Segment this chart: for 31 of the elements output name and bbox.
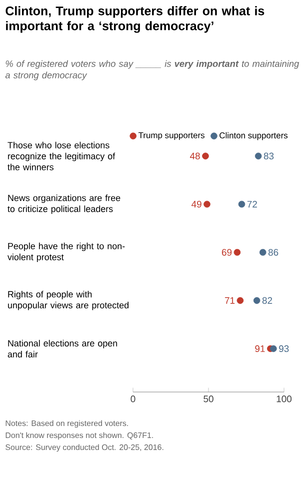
x-tick-label: 0	[130, 396, 136, 402]
data-label: 82	[262, 297, 272, 304]
data-label: 49	[192, 200, 202, 208]
point	[238, 200, 246, 208]
y-tick-label: National elections are open and fair	[8, 340, 118, 358]
data-label: 71	[224, 297, 235, 304]
x-tick-label: 50	[204, 396, 214, 402]
y-tick-label: Those who lose elections recognize the legitimacy of the winners	[8, 142, 116, 170]
x-tick-label: 100	[276, 396, 292, 402]
y-tick-label: People have the right to non-violent protest	[8, 242, 125, 262]
point	[253, 297, 260, 304]
data-label: 86	[268, 248, 278, 256]
point	[202, 152, 209, 160]
data-label: 93	[279, 345, 289, 352]
data-label: 48	[190, 152, 200, 160]
point	[234, 248, 241, 256]
point	[236, 297, 244, 304]
data-label: 69	[222, 248, 232, 256]
point	[270, 345, 277, 352]
legend-label: Trump supporters	[138, 132, 204, 140]
chart-title: Clinton, Trump supporters differ on what is important for a ‘strong democracy’	[6, 6, 264, 33]
y-tick-label: News organizations are free to criticize political leaders	[8, 194, 120, 214]
data-label: 72	[247, 200, 257, 208]
legend-label: Clinton supporters	[220, 132, 288, 140]
point	[254, 152, 262, 160]
text: % of registered voters who say _____ is very important to maintaining a strong democracy	[5, 60, 300, 80]
point	[259, 248, 266, 256]
y-tick-label: Rights of people with unpopular views are protected	[8, 290, 128, 310]
data-label: 91	[255, 345, 265, 352]
data-label: 83	[264, 152, 274, 160]
point	[204, 200, 210, 208]
